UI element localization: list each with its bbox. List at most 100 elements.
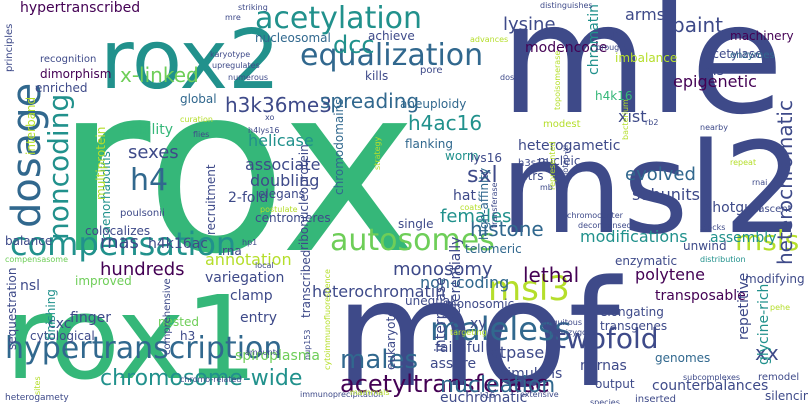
word: nucleic — [538, 154, 580, 168]
word: monosomy — [393, 259, 493, 280]
word: acetylation — [255, 1, 422, 36]
word: compensation — [10, 225, 236, 263]
word: ncrnas — [580, 358, 627, 374]
word: mre — [225, 13, 241, 22]
word: lys16 — [470, 151, 502, 165]
word: heterogamety — [5, 393, 69, 403]
word: enzymes — [730, 50, 775, 61]
word: xy — [470, 316, 487, 332]
word: rna — [222, 244, 242, 258]
word: doubling — [250, 171, 319, 190]
word: transferase — [490, 182, 499, 228]
word: pore — [420, 65, 443, 76]
word: polytene — [635, 265, 705, 284]
word: transposable — [655, 288, 746, 304]
word: compensasome — [5, 255, 68, 264]
word: improved — [75, 274, 132, 288]
word: aneuploidy — [400, 97, 466, 111]
word: karyotype — [210, 50, 250, 59]
word: amounts — [245, 348, 280, 357]
word: non-coding — [420, 273, 509, 292]
word: chromocenter — [567, 211, 624, 220]
word: assembly — [710, 230, 776, 246]
word: centromeres — [255, 211, 331, 225]
word: ribonucleoprotein — [297, 144, 311, 250]
word: chromatin — [586, 4, 602, 75]
word: modest — [543, 119, 581, 130]
word: hat — [453, 188, 476, 204]
word: msl2 — [500, 115, 804, 262]
word: nearby — [700, 123, 728, 132]
word: spiroplasma — [235, 348, 320, 364]
word: xx — [755, 341, 779, 365]
word: xo — [265, 113, 274, 122]
word: rnai — [752, 178, 767, 187]
word: cis — [705, 63, 724, 79]
word: hemizygous — [548, 328, 596, 337]
word: modencode — [525, 40, 607, 56]
word: dose — [500, 73, 519, 82]
word: worm — [445, 149, 479, 163]
word: msls — [735, 224, 799, 257]
word: h4k16ac — [148, 236, 208, 252]
word: rox1 — [5, 272, 258, 404]
word: paint — [672, 13, 723, 37]
word: cxc — [48, 316, 71, 332]
word: extensive — [520, 390, 559, 399]
word: decondensed — [578, 221, 632, 230]
word: targeting — [450, 328, 487, 337]
word: represented — [548, 142, 557, 190]
word: interphase — [433, 277, 449, 352]
word: autosomes — [330, 223, 495, 258]
word: euchromatic — [440, 390, 527, 404]
word: unequal — [405, 294, 454, 308]
word: dosage — [4, 83, 50, 228]
word: finishing — [44, 289, 58, 340]
word: variegation — [205, 270, 284, 286]
word: lethal — [523, 263, 579, 287]
word: maleless — [430, 310, 571, 348]
word: numerous — [228, 73, 268, 82]
word: transcribed — [299, 250, 313, 318]
word: noncoding — [42, 94, 75, 240]
word: curation — [180, 115, 213, 124]
word: immunoprecipitation — [300, 390, 383, 399]
word: chromosome-wide — [100, 366, 302, 391]
word: h3 — [180, 329, 195, 343]
word: single — [398, 217, 434, 231]
word: caenorhabditis — [99, 151, 113, 240]
word: postulate — [260, 205, 298, 214]
word: rox — [55, 35, 417, 305]
word: viability — [118, 122, 173, 138]
word: hundreds — [100, 259, 185, 280]
word: biotap-xl — [561, 145, 570, 180]
word: silencing — [765, 389, 808, 403]
word: finger — [70, 310, 111, 326]
word: mle — [500, 0, 784, 148]
word: entry — [240, 310, 277, 326]
word: xist — [618, 107, 647, 126]
word: nup153 — [303, 330, 312, 361]
word: ubiquitous — [540, 318, 582, 327]
word: imbalance — [615, 51, 677, 65]
word: enzymatic — [615, 254, 677, 268]
word: heterogametic — [518, 138, 620, 154]
word: striking — [238, 3, 268, 12]
word: coats — [460, 203, 482, 212]
word: hypertranscription — [5, 331, 282, 366]
word: sexes — [128, 142, 179, 163]
word: nsl — [20, 278, 40, 294]
word: unwind — [683, 239, 727, 253]
word: lysine — [503, 14, 556, 35]
word: enriched — [35, 81, 87, 95]
word: dcc — [333, 31, 375, 59]
word: stocks — [700, 223, 725, 232]
word: heterochromatin — [312, 282, 445, 301]
word: recognition — [40, 54, 96, 65]
word: recruitment — [204, 164, 218, 235]
word: histone — [470, 217, 544, 241]
word: genomes — [655, 351, 710, 365]
word: helicase — [248, 131, 314, 150]
word: mb — [540, 183, 553, 192]
